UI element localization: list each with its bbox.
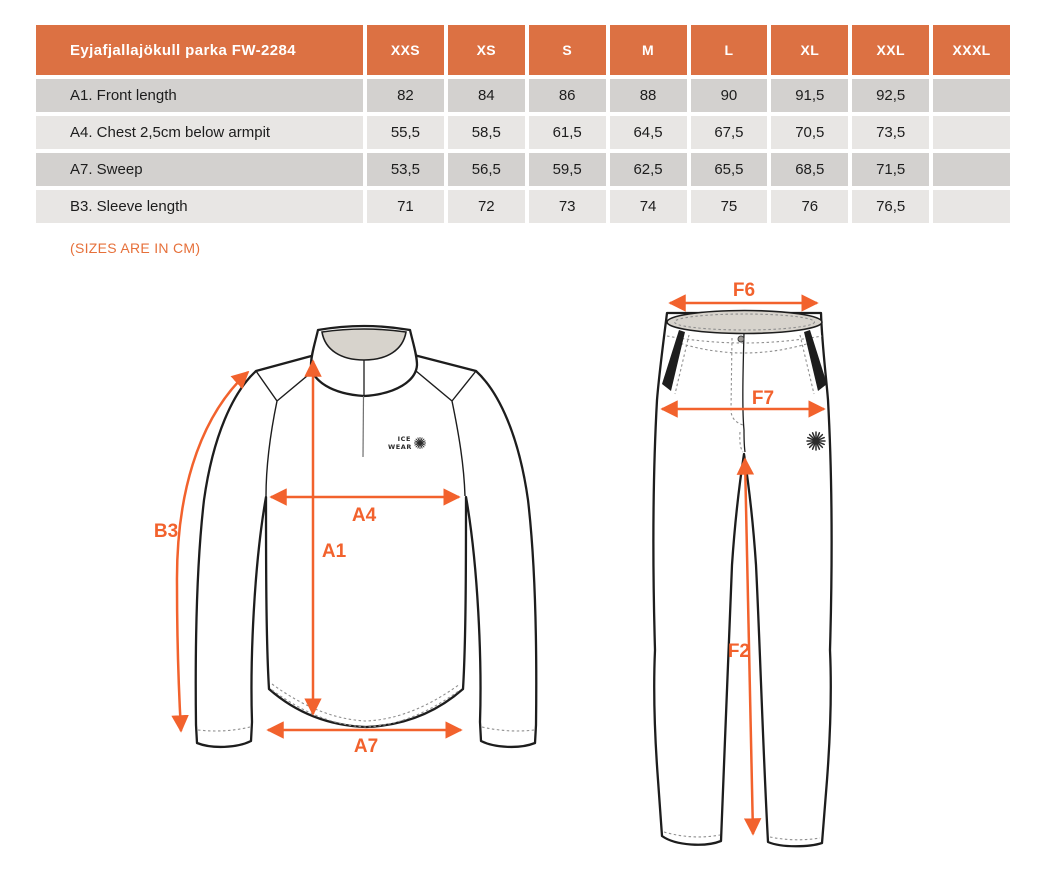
product-title-cell: Eyjafjallajökull parka FW-2284 <box>36 25 363 75</box>
value-cell: 64,5 <box>609 116 687 149</box>
value-cell: 72 <box>447 190 525 223</box>
size-header-s: S <box>528 25 606 75</box>
value-cell: 61,5 <box>528 116 606 149</box>
size-header-l: L <box>690 25 768 75</box>
pants-inseam-label: F2 <box>728 641 750 662</box>
value-cell: 56,5 <box>447 153 525 186</box>
pants-waist-label: F6 <box>733 280 755 301</box>
value-cell: 62,5 <box>609 153 687 186</box>
value-cell: 91,5 <box>771 79 849 112</box>
value-cell: 58,5 <box>447 116 525 149</box>
size-header-xl: XL <box>771 25 849 75</box>
jacket-body-outline <box>194 349 538 749</box>
jacket-brand-line1: ICE <box>398 435 411 443</box>
jacket-brand-line2: WEAR <box>388 443 412 451</box>
pants-right-pocket <box>804 330 827 391</box>
value-cell: 65,5 <box>690 153 768 186</box>
value-cell: 84 <box>447 79 525 112</box>
row-label-sleeve-length: B3. Sleeve length <box>36 190 363 223</box>
jacket-zipper <box>362 395 365 458</box>
pants-hip-label: F7 <box>752 388 774 409</box>
pants-pocket-stitching <box>674 334 815 395</box>
value-cell: 55,5 <box>367 116 444 149</box>
value-cell-empty <box>933 153 1010 186</box>
jacket-sleeve-arrow-b3 <box>171 370 250 733</box>
sizes-unit-note: (SIZES ARE IN CM) <box>70 240 201 256</box>
garment-diagrams: ICE WEAR B3 A4 A1 A7 <box>154 280 833 848</box>
pants-left-pocket <box>662 330 685 391</box>
jacket-diagram: ICE WEAR B3 A4 A1 A7 <box>154 324 538 757</box>
value-cell: 90 <box>690 79 768 112</box>
value-cell: 59,5 <box>528 153 606 186</box>
value-cell: 76,5 <box>852 190 930 223</box>
row-label-front-length: A1. Front length <box>36 79 363 112</box>
row-label-chest: A4. Chest 2,5cm below armpit <box>36 116 363 149</box>
value-cell-empty <box>933 79 1010 112</box>
row-label-sweep: A7. Sweep <box>36 153 363 186</box>
value-cell: 74 <box>609 190 687 223</box>
size-header-xxl: XXL <box>852 25 930 75</box>
size-header-xs: XS <box>447 25 525 75</box>
value-cell: 86 <box>528 79 606 112</box>
pants-waistband-stitching <box>666 335 823 354</box>
pants-front-rise-seam <box>742 332 746 453</box>
jacket-collar-opening <box>321 328 407 361</box>
size-chart-table: Eyjafjallajökull parka FW-2284 XXS XS S … <box>36 25 1010 223</box>
jacket-sweep-label: A7 <box>354 736 378 757</box>
value-cell: 73 <box>528 190 606 223</box>
value-cell: 76 <box>771 190 849 223</box>
value-cell: 88 <box>609 79 687 112</box>
pants-inseam-arrow-f2 <box>736 457 762 836</box>
size-header-xxs: XXS <box>367 25 444 75</box>
value-cell: 71 <box>367 190 444 223</box>
jacket-chest-label: A4 <box>352 505 377 526</box>
jacket-front-length-label: A1 <box>322 541 347 562</box>
pants-hem-stitching <box>663 831 821 841</box>
value-cell: 73,5 <box>852 116 930 149</box>
value-cell: 68,5 <box>771 153 849 186</box>
value-cell: 92,5 <box>852 79 930 112</box>
value-cell: 53,5 <box>367 153 444 186</box>
size-header-xxxl: XXXL <box>933 25 1010 75</box>
value-cell: 70,5 <box>771 116 849 149</box>
value-cell: 67,5 <box>690 116 768 149</box>
pants-diagram: F6 F7 F2 <box>652 280 833 848</box>
jacket-logo-snowflake-icon <box>413 436 427 450</box>
size-header-m: M <box>609 25 687 75</box>
pants-outline <box>652 311 833 848</box>
pants-logo-snowflake-icon <box>806 431 826 451</box>
value-cell: 82 <box>367 79 444 112</box>
value-cell: 71,5 <box>852 153 930 186</box>
jacket-sleeve-label: B3 <box>154 521 178 542</box>
jacket-shoulder-seams <box>255 370 477 497</box>
value-cell-empty <box>933 190 1010 223</box>
pants-waist-inner-stitch <box>673 313 816 331</box>
pants-button <box>737 335 745 343</box>
value-cell-empty <box>933 116 1010 149</box>
value-cell: 75 <box>690 190 768 223</box>
